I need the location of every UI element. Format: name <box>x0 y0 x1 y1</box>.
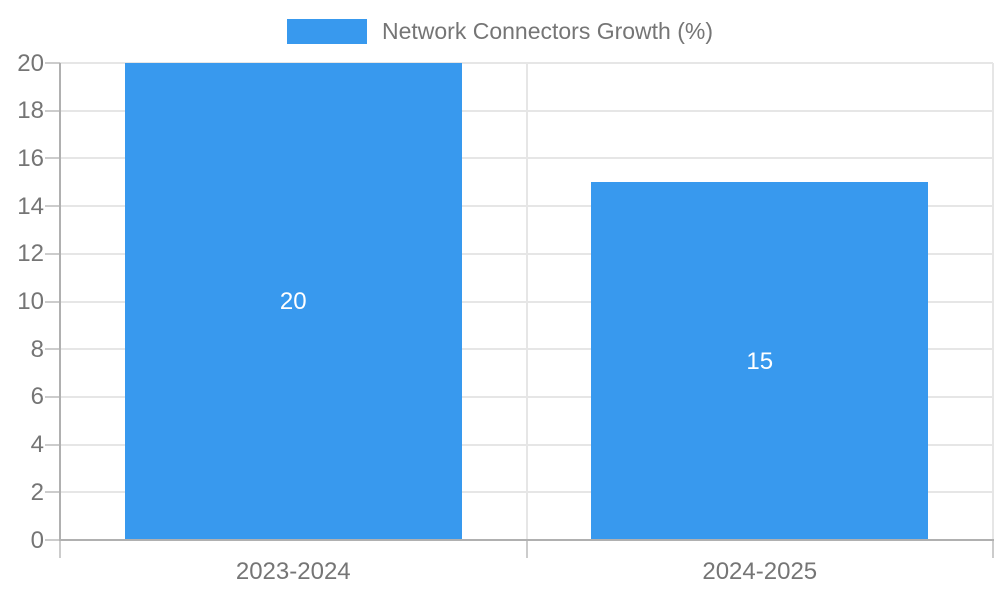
y-axis-tick-label: 16 <box>17 144 44 172</box>
legend-label: Network Connectors Growth (%) <box>381 18 714 44</box>
chart-legend: Network Connectors Growth (%) <box>0 17 1000 45</box>
y-axis-tick-label: 18 <box>17 97 44 125</box>
x-axis-category-label: 2023-2024 <box>235 558 351 585</box>
y-tick-mark <box>45 348 60 351</box>
y-tick-mark <box>45 300 60 303</box>
y-axis-tick-label: 6 <box>30 383 44 411</box>
x-gridline <box>992 63 994 540</box>
y-tick-mark <box>45 109 60 112</box>
y-tick-mark <box>45 157 60 160</box>
y-tick-mark <box>45 395 60 398</box>
y-tick-mark <box>45 62 60 64</box>
y-axis-tick-label: 8 <box>30 335 44 363</box>
x-axis-line <box>59 539 994 541</box>
x-tick-mark <box>59 540 61 558</box>
legend-swatch <box>286 18 367 44</box>
bar-value-label: 15 <box>746 347 774 375</box>
y-axis-tick-label: 14 <box>17 192 44 220</box>
x-tick-mark <box>525 540 528 558</box>
bar <box>591 182 929 539</box>
x-gridline <box>525 63 528 540</box>
y-tick-mark <box>45 252 60 255</box>
y-axis-tick-label: 12 <box>17 240 44 268</box>
x-tick-mark <box>992 540 994 558</box>
y-axis-tick-label: 0 <box>30 526 44 554</box>
y-tick-mark <box>45 443 60 446</box>
y-axis-tick-label: 4 <box>30 431 44 459</box>
y-tick-mark <box>45 205 60 208</box>
y-tick-mark <box>45 491 60 494</box>
y-tick-mark <box>45 539 60 541</box>
y-axis-tick-label: 2 <box>30 478 44 506</box>
bar-value-label: 20 <box>279 288 307 315</box>
y-axis-line <box>59 63 61 541</box>
x-axis-category-label: 2024-2025 <box>702 558 818 585</box>
y-axis-tick-label: 20 <box>17 49 44 77</box>
y-axis-tick-label: 10 <box>17 288 44 315</box>
bar <box>124 63 462 539</box>
